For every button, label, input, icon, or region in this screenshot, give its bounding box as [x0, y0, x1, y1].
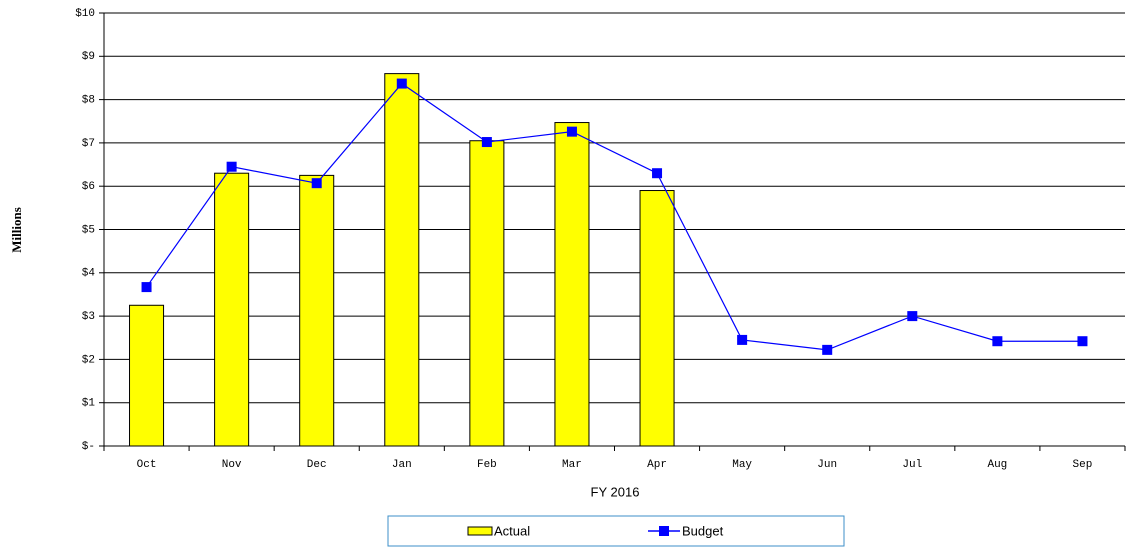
marker	[481, 137, 492, 148]
x-tick-label: Jan	[392, 459, 412, 471]
x-axis-label: FY 2016	[591, 484, 640, 499]
bar	[639, 190, 675, 447]
marker	[822, 344, 833, 355]
marker	[141, 282, 152, 293]
y-tick-label: $8	[82, 95, 95, 107]
y-tick-label: $1	[82, 398, 96, 410]
marker	[907, 311, 918, 322]
legend-label: Actual	[494, 523, 530, 538]
x-tick-label: Mar	[562, 459, 582, 471]
legend-swatch	[467, 526, 493, 536]
bar	[129, 304, 165, 447]
marker	[566, 126, 577, 137]
y-tick-label: $6	[82, 181, 95, 193]
marker	[992, 336, 1003, 347]
x-tick-label: Feb	[477, 459, 497, 471]
x-tick-label: Dec	[307, 459, 327, 471]
y-tick-label: $9	[82, 51, 95, 63]
y-axis-label: Millions	[9, 207, 24, 253]
legend	[387, 515, 845, 547]
legend-swatch	[659, 526, 669, 536]
x-tick-label: Apr	[647, 459, 667, 471]
legend-label: Budget	[682, 523, 724, 538]
bar	[299, 174, 335, 447]
x-tick-label: Nov	[222, 459, 242, 471]
marker	[737, 334, 748, 345]
marker	[396, 78, 407, 89]
marker	[311, 178, 322, 189]
y-tick-label: $-	[82, 441, 95, 453]
marker	[1077, 336, 1088, 347]
x-tick-label: Sep	[1073, 459, 1093, 471]
y-tick-label: $4	[82, 268, 96, 280]
x-tick-label: Aug	[987, 459, 1007, 471]
x-tick-label: May	[732, 459, 752, 471]
bar	[384, 73, 420, 447]
bar	[214, 172, 250, 447]
x-tick-label: Oct	[137, 459, 157, 471]
x-tick-label: Jul	[902, 459, 922, 471]
y-tick-label: $7	[82, 138, 95, 150]
y-tick-label: $3	[82, 311, 95, 323]
bar	[554, 122, 590, 447]
x-tick-label: Jun	[817, 459, 837, 471]
marker	[652, 168, 663, 179]
bar	[469, 140, 505, 447]
y-tick-label: $2	[82, 354, 95, 366]
y-tick-label: $10	[75, 8, 95, 20]
line	[146, 82, 1083, 351]
marker	[226, 161, 237, 172]
y-tick-label: $5	[82, 224, 95, 236]
